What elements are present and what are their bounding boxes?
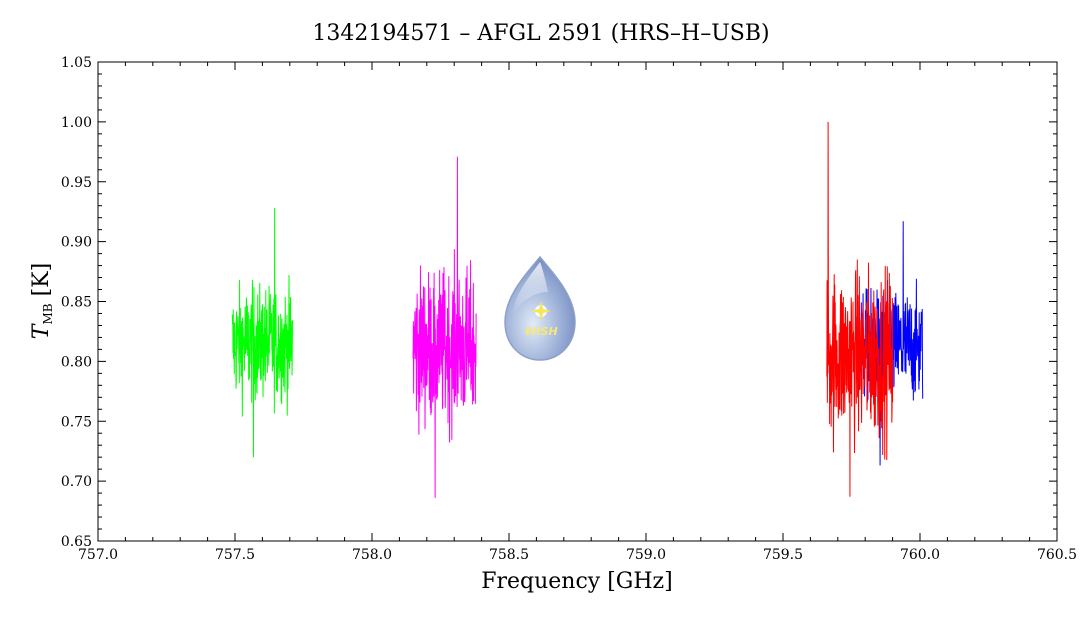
- x-tick-label: 758.5: [489, 547, 529, 563]
- x-tick-label: 759.5: [763, 547, 803, 563]
- spectrum-series-line: [231, 208, 294, 458]
- y-tick-label: 0.70: [61, 474, 92, 490]
- y-axis-label: TMB [K]: [29, 263, 55, 339]
- y-tick-label: 1.00: [61, 115, 92, 131]
- droplet-shine: [513, 262, 548, 314]
- x-axis-ticks: 757.0 757.5 758.0 758.5 759.0 759.5 760.0 760.5: [78, 62, 1077, 563]
- plot-series: [231, 121, 924, 498]
- x-tick-label: 760.0: [900, 547, 940, 563]
- y-tick-label: 0.80: [61, 354, 92, 370]
- x-tick-label: 760.5: [1037, 547, 1077, 563]
- y-tick-label: 0.85: [61, 295, 92, 311]
- plot-frame: [97, 61, 1058, 542]
- x-axis-label: Frequency [GHz]: [481, 569, 673, 594]
- y-axis-ticks: 0.65 0.70 0.75 0.80 0.85 0.90 0.95 1.00 1.05: [61, 55, 1057, 550]
- y-tick-label: 0.90: [61, 235, 92, 251]
- y-tick-label: 0.65: [61, 534, 92, 550]
- y-axis-label-unit: [K]: [29, 263, 54, 304]
- y-axis-label-symbol: T: [29, 322, 54, 339]
- x-tick-label: 758.0: [352, 547, 392, 563]
- y-axis-label-subscript: MB: [41, 303, 55, 324]
- spectrum-series-line: [412, 156, 477, 498]
- y-tick-label: 1.05: [61, 55, 92, 71]
- wish-logo: WISH: [504, 255, 576, 361]
- x-tick-label: 757.5: [215, 547, 255, 563]
- y-tick-label: 0.95: [61, 175, 92, 191]
- y-tick-label: 0.75: [61, 414, 92, 430]
- x-tick-label: 759.0: [626, 547, 666, 563]
- star-icon: [531, 301, 551, 321]
- wish-logo-text: WISH: [524, 325, 557, 338]
- spectrum-series-line: [826, 121, 894, 497]
- x-tick-label: 757.0: [78, 547, 118, 563]
- chart-title: 1342194571 – AFGL 2591 (HRS–H–USB): [312, 21, 769, 46]
- y-axis-label-group: TMB [K]: [29, 263, 55, 339]
